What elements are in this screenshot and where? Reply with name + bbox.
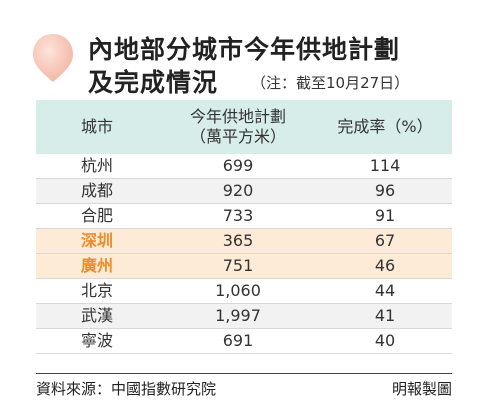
table-row-highlighted: 廣州 751 46 bbox=[36, 254, 452, 279]
table-row: 寧波 691 40 bbox=[36, 329, 452, 354]
cell-rate: 91 bbox=[374, 206, 396, 225]
table-row: 北京 1,060 44 bbox=[36, 279, 452, 304]
cell-city: 武漢 bbox=[80, 306, 113, 325]
cell-rate: 44 bbox=[374, 281, 396, 300]
header-rate-label: 完成率（%） bbox=[337, 117, 433, 136]
cell-rate: 41 bbox=[374, 306, 396, 325]
cell-rate: 67 bbox=[374, 231, 396, 250]
table-row-highlighted: 深圳 365 67 bbox=[36, 229, 452, 254]
cell-plan: 733 bbox=[222, 206, 254, 225]
cell-city: 廣州 bbox=[80, 256, 113, 275]
date-note: （注：截至10月27日） bbox=[251, 74, 410, 92]
header-rate: 完成率（%） bbox=[318, 100, 452, 154]
cell-city: 寧波 bbox=[80, 331, 113, 350]
source-label: 資料來源：中國指數研究院 bbox=[36, 380, 217, 398]
table-row: 杭州 699 114 bbox=[36, 154, 452, 179]
cell-city: 成都 bbox=[80, 181, 113, 200]
cell-plan: 365 bbox=[222, 231, 254, 250]
title-line-1: 內地部分城市今年供地計劃 bbox=[88, 35, 401, 64]
cell-plan: 751 bbox=[222, 256, 254, 275]
header-city-label: 城市 bbox=[80, 117, 113, 136]
cell-rate: 40 bbox=[374, 331, 396, 350]
table-header: 城市 今年供地計劃 （萬平方米） 完成率（%） bbox=[36, 100, 452, 154]
source-footer: 資料來源：中國指數研究院 明報製圖 bbox=[36, 373, 452, 399]
cell-rate: 96 bbox=[374, 181, 396, 200]
cell-plan: 699 bbox=[222, 156, 254, 175]
cell-plan: 1,060 bbox=[215, 281, 261, 300]
header-plan-label-2: （萬平方米） bbox=[189, 127, 286, 146]
header-city: 城市 bbox=[36, 100, 158, 154]
cell-city: 合肥 bbox=[80, 206, 113, 225]
cell-city: 深圳 bbox=[80, 231, 113, 250]
cell-rate: 46 bbox=[374, 256, 396, 275]
title-line-2: 及完成情況 bbox=[88, 68, 219, 97]
location-pin-icon bbox=[33, 34, 73, 82]
table-row: 武漢 1,997 41 bbox=[36, 304, 452, 329]
cell-plan: 691 bbox=[222, 331, 254, 350]
header-plan-label-1: 今年供地計劃 bbox=[189, 107, 286, 126]
table-row: 成都 920 96 bbox=[36, 179, 452, 204]
data-table: 城市 今年供地計劃 （萬平方米） 完成率（%） 杭州 699 114 成都 92… bbox=[36, 100, 452, 354]
cell-plan: 920 bbox=[222, 181, 254, 200]
cell-city: 北京 bbox=[80, 281, 113, 300]
cell-city: 杭州 bbox=[80, 156, 113, 175]
table-row: 合肥 733 91 bbox=[36, 204, 452, 229]
header-plan: 今年供地計劃 （萬平方米） bbox=[158, 100, 318, 154]
cell-plan: 1,997 bbox=[215, 306, 261, 325]
credit-label: 明報製圖 bbox=[391, 380, 452, 398]
cell-rate: 114 bbox=[369, 156, 401, 175]
